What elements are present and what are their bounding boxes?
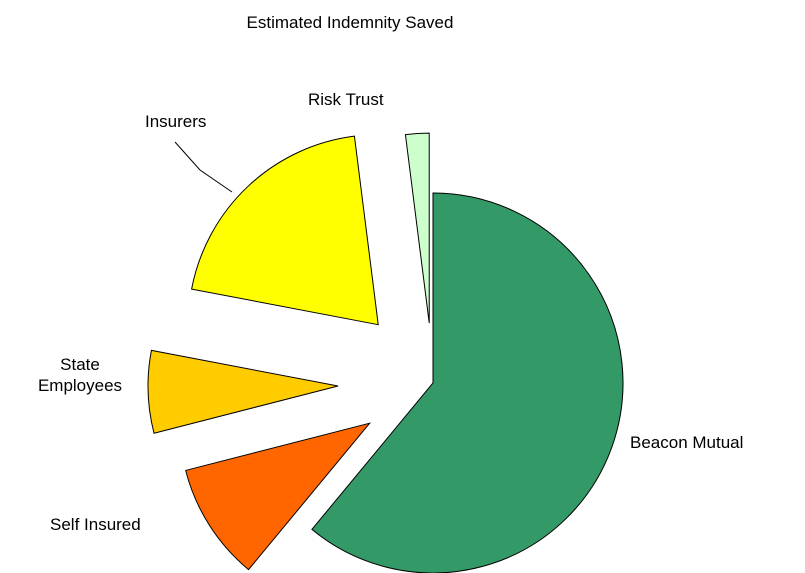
slice-label: Insurers bbox=[145, 112, 206, 131]
slice-label: Beacon Mutual bbox=[630, 433, 743, 452]
label-line: Employees bbox=[38, 376, 122, 395]
label-line: State bbox=[60, 355, 100, 374]
chart-title: Estimated Indemnity Saved bbox=[247, 13, 454, 32]
pie-slice bbox=[404, 132, 430, 324]
slice-label: State Employees bbox=[38, 355, 122, 395]
pie-slice bbox=[311, 192, 624, 573]
pie-slice bbox=[185, 422, 372, 571]
slice-label: Self Insured bbox=[50, 515, 141, 534]
leader-line bbox=[174, 141, 233, 193]
pie-slice bbox=[191, 135, 379, 326]
slice-label: Risk Trust bbox=[308, 90, 384, 109]
pie-slice bbox=[147, 349, 339, 434]
